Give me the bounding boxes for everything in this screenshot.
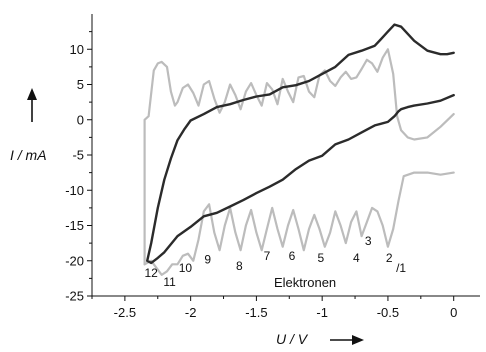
x-tick-label: -2.5 xyxy=(114,305,136,320)
y-tick-label: -15 xyxy=(65,218,84,233)
x-tick-label: -2 xyxy=(185,305,197,320)
peak-label: 3 xyxy=(365,234,372,248)
peak-label: 7 xyxy=(264,249,271,263)
y-tick-label: -10 xyxy=(65,183,84,198)
y-tick-label: 0 xyxy=(77,112,84,127)
x-tick-label: -1 xyxy=(316,305,328,320)
peak-label: 11 xyxy=(163,275,176,289)
peak-label: /1 xyxy=(396,261,406,275)
peak-label: 10 xyxy=(179,261,193,275)
peak-label: 9 xyxy=(204,253,211,267)
y-tick-label: -20 xyxy=(65,253,84,268)
y-tick-label: -5 xyxy=(72,148,84,163)
peak-label: 12 xyxy=(145,266,159,280)
peak-label: 8 xyxy=(236,259,243,273)
y-tick-label: 5 xyxy=(77,77,84,92)
y-tick-label: 10 xyxy=(70,42,84,57)
x-tick-label: -0.5 xyxy=(377,305,399,320)
y-axis-title: I / mA xyxy=(10,147,47,163)
x-axis-title-group: U / V xyxy=(276,331,364,347)
series-line xyxy=(143,171,455,276)
x-ticks: -2.5 -2 -1.5 -1 -0.5 0 xyxy=(91,296,457,320)
peak-label: 2 xyxy=(386,251,393,265)
series-line xyxy=(145,23,455,265)
peak-label: 5 xyxy=(318,251,325,265)
annotation-elektronen: Elektronen xyxy=(274,275,336,290)
y-ticks: -25 -20 -15 -10 -5 0 5 10 xyxy=(65,31,92,304)
peak-label: 4 xyxy=(353,251,360,265)
x-tick-label: -1.5 xyxy=(245,305,267,320)
x-tick-label: 0 xyxy=(450,305,457,320)
arrow-up-icon xyxy=(27,88,37,100)
x-axis-title: U / V xyxy=(276,331,309,347)
series-layer xyxy=(143,23,455,276)
series-line xyxy=(143,48,455,266)
y-axis-title-group: I / mA xyxy=(10,88,47,163)
peak-label: 6 xyxy=(289,249,296,263)
y-tick-label: -25 xyxy=(65,289,84,304)
arrow-right-icon xyxy=(352,335,364,345)
